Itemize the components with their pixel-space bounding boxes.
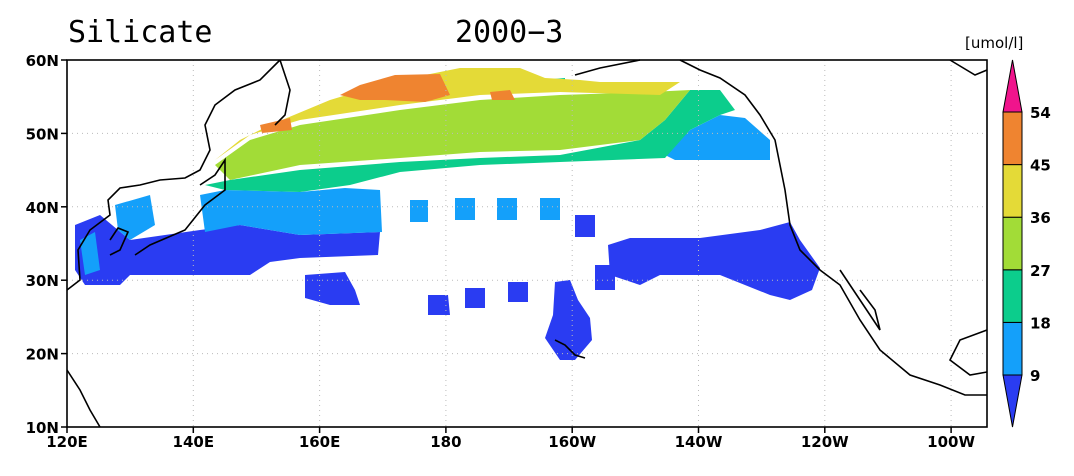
colorbar-segment [1002,321,1023,376]
coastline [66,59,281,291]
coastline [839,269,881,331]
field-region [490,90,515,100]
colorbar-label: 54 [1030,104,1051,122]
colorbar-label: 18 [1030,314,1051,332]
field-region [465,288,485,308]
field-region [410,200,428,222]
date: 2000−3 [455,15,563,50]
field-region [215,68,680,160]
field-region [200,188,382,235]
lat-tick-label: 40N [26,199,59,217]
field-region [575,215,595,237]
lon-tick-label: 140E [173,433,215,451]
colorbar-segment [1002,164,1023,218]
coastline [554,339,586,359]
coastline [948,329,988,376]
colorbar-segment [1002,269,1023,323]
colorbar: 9 18 27 36 45 54 [1002,59,1051,428]
lon-tick-label: 180 [430,433,461,451]
field-region [260,118,292,133]
field-region [540,198,560,220]
field-region [80,232,100,275]
field-region [428,295,450,315]
colorbar-extend-high [1002,59,1023,113]
grid [67,60,987,427]
lon-tick-label: 100W [927,433,975,451]
lat-tick-label: 30N [26,272,59,290]
coastline [66,369,101,428]
data-field [75,68,820,360]
colorbar-label: 45 [1030,157,1051,175]
coastlines [66,59,988,428]
field-region [205,90,735,192]
colorbar-label: 36 [1030,209,1051,227]
coastline [274,59,291,126]
field-region [340,74,450,102]
coastline [679,59,987,396]
field-region [508,282,528,302]
lon-tick-label: 120E [46,433,88,451]
field-region [75,215,380,285]
coastline [574,59,641,76]
unit-label: [umol/l] [965,34,1023,52]
lon-tick-label: 160W [548,433,596,451]
coastline [109,227,130,256]
field-region [665,115,770,160]
coastline [134,157,226,256]
title: Silicate [68,15,213,50]
lon-tick-label: 140W [675,433,723,451]
colorbar-label: 9 [1030,367,1040,385]
field-region [215,90,690,180]
map-frame [66,59,988,428]
field-region [115,195,155,240]
colorbar-extend-low [1002,374,1023,428]
coastline [949,59,988,76]
colorbar-label: 27 [1030,262,1051,280]
colorbar-segment [1002,111,1023,166]
lat-tick-label: 20N [26,346,59,364]
lon-tick-label: 160E [299,433,341,451]
colorbar-segment [1002,216,1023,271]
field-region [455,198,475,220]
field-region [497,198,517,220]
lat-tick-label: 10N [26,419,59,437]
lon-tick-label: 120W [801,433,849,451]
lat-tick-label: 60N [26,52,59,70]
field-region [305,272,360,305]
lat-tick-label: 50N [26,125,59,143]
field-region [608,222,820,300]
field-region [595,265,615,290]
